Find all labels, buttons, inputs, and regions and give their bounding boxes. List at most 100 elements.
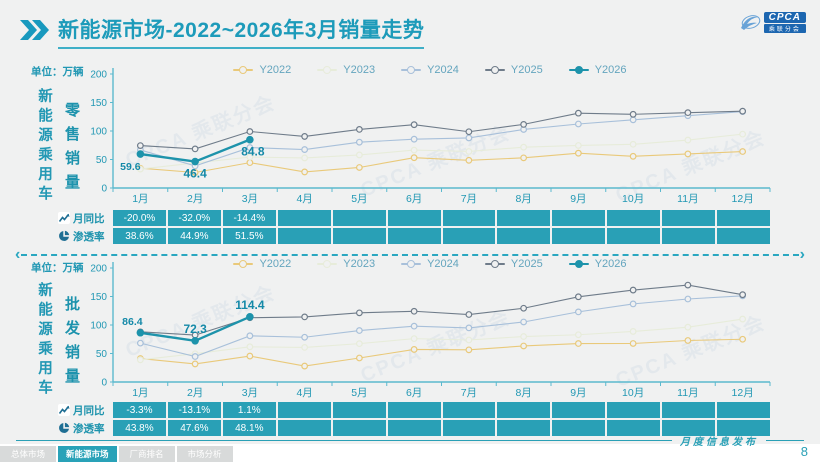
table-cell-empty — [387, 420, 441, 436]
data-point-Y2025 — [739, 291, 747, 299]
data-point-Y2024 — [465, 134, 473, 142]
legend-item-Y2025: Y2025 — [484, 64, 543, 76]
data-point-Y2026 — [136, 150, 145, 158]
value-annotation: 86.4 — [122, 316, 143, 328]
legend-marker-icon — [401, 66, 422, 74]
legend-label: Y2025 — [510, 258, 543, 270]
value-annotation: 59.6 — [120, 161, 141, 173]
legend-marker-icon — [317, 260, 338, 268]
page-number: 8 — [800, 444, 808, 459]
data-point-Y2023 — [246, 153, 254, 161]
data-point-Y2023 — [465, 148, 473, 155]
x-axis-label: 5月 — [351, 193, 367, 205]
penetration-values-row-wholesale: 43.8% 47.6% 48.1% — [113, 420, 770, 436]
x-axis-label: 5月 — [351, 387, 367, 399]
svg-text:100: 100 — [90, 127, 107, 138]
data-point-Y2024 — [136, 339, 144, 347]
ribbon-text: 月度信息发布 — [680, 437, 758, 448]
tab-总体市场[interactable]: 总体市场 — [0, 446, 56, 462]
table-cell-empty — [662, 402, 716, 418]
x-axis-label: 9月 — [570, 193, 586, 205]
data-point-Y2022 — [684, 337, 692, 344]
table-cell-empty — [497, 228, 551, 244]
data-point-Y2024 — [410, 322, 418, 330]
section-divider: ‹ › — [14, 247, 806, 263]
legend-marker-icon — [317, 66, 338, 74]
data-point-Y2025 — [410, 307, 418, 315]
legend-label: Y2022 — [259, 64, 292, 76]
table-cell-empty — [552, 228, 606, 244]
data-point-Y2023 — [739, 315, 747, 323]
table-cell-empty — [662, 210, 716, 226]
data-point-Y2024 — [574, 308, 582, 316]
header: 新能源市场-2022~2026年3月销量走势 — [20, 14, 425, 49]
table-cell-empty — [662, 420, 716, 436]
data-point-Y2024 — [465, 324, 473, 332]
title-rest: -2022~2026年3月销量走势 — [165, 19, 425, 42]
data-point-Y2023 — [136, 165, 144, 173]
data-point-Y2022 — [629, 340, 637, 347]
x-axis-label: 3月 — [242, 193, 258, 205]
table-cell-empty — [607, 210, 661, 226]
data-point-Y2022 — [684, 150, 692, 158]
yoy-label-text: 月同比 — [73, 404, 105, 417]
data-point-Y2023 — [410, 335, 418, 343]
svg-text:50: 50 — [96, 155, 108, 166]
data-point-Y2025 — [739, 107, 747, 115]
data-point-Y2022 — [355, 164, 363, 171]
pie-chart-icon — [59, 422, 70, 433]
data-point-Y2025 — [465, 311, 473, 318]
data-point-Y2023 — [684, 323, 692, 331]
table-cell-empty — [497, 210, 551, 226]
x-axis-label: 2月 — [187, 387, 203, 399]
svg-text:200: 200 — [90, 70, 107, 81]
data-point-Y2024 — [629, 116, 637, 124]
legend-marker-icon — [568, 66, 589, 74]
data-point-Y2023 — [355, 340, 363, 348]
legend-marker-icon — [484, 66, 505, 74]
x-axis-label: 10月 — [622, 193, 644, 205]
table-cell-empty — [552, 420, 606, 436]
table-cell-value: 51.5% — [222, 228, 276, 244]
data-point-Y2025 — [574, 109, 582, 117]
unit-label-wholesale: 单位：万辆 — [31, 262, 84, 274]
svg-text:100: 100 — [90, 321, 107, 332]
bottom-tab-bar: 总体市场 新能源市场 厂商排名 市场分析 — [0, 446, 233, 462]
data-point-Y2024 — [246, 332, 254, 340]
table-cell-empty — [442, 228, 496, 244]
logo-text: CPCA — [763, 12, 806, 23]
x-axis-label: 7月 — [461, 193, 477, 205]
tab-新能源市场[interactable]: 新能源市场 — [58, 446, 117, 462]
data-point-Y2026 — [246, 135, 254, 144]
legend-marker-icon — [233, 66, 254, 74]
data-point-Y2023 — [410, 146, 418, 154]
data-point-Y2025 — [136, 142, 144, 149]
data-point-Y2025 — [684, 109, 692, 117]
data-point-Y2025 — [191, 145, 199, 153]
legend-label: Y2022 — [259, 258, 292, 270]
legend-retail: Y2022 Y2023 Y2024 Y2025 Y2026 — [80, 64, 780, 76]
data-point-Y2022 — [520, 154, 528, 162]
table-cell-empty — [717, 228, 770, 244]
x-axis-label: 4月 — [296, 193, 312, 205]
cpca-logo: CPCA 乘联分会 — [739, 12, 806, 33]
yoy-label-text: 月同比 — [73, 212, 105, 225]
table-cell-empty — [277, 228, 331, 244]
tab-市场分析[interactable]: 市场分析 — [176, 446, 233, 462]
table-cell-value: 1.1% — [222, 402, 276, 418]
x-axis-label: 6月 — [406, 387, 422, 399]
x-axis-label: 1月 — [132, 193, 148, 205]
tab-厂商排名[interactable]: 厂商排名 — [118, 446, 175, 462]
data-point-Y2026 — [191, 336, 199, 345]
svg-text:150: 150 — [90, 98, 107, 109]
svg-text:0: 0 — [101, 184, 107, 195]
value-annotation: 114.4 — [235, 298, 265, 312]
legend-marker-icon — [484, 260, 505, 268]
pie-chart-icon — [59, 230, 70, 241]
legend-label: Y2024 — [427, 258, 459, 270]
data-point-Y2023 — [739, 130, 747, 138]
data-point-Y2022 — [410, 346, 418, 353]
penetration-label-text: 渗透率 — [73, 422, 105, 435]
data-point-Y2023 — [301, 344, 309, 351]
data-point-Y2022 — [410, 154, 418, 162]
